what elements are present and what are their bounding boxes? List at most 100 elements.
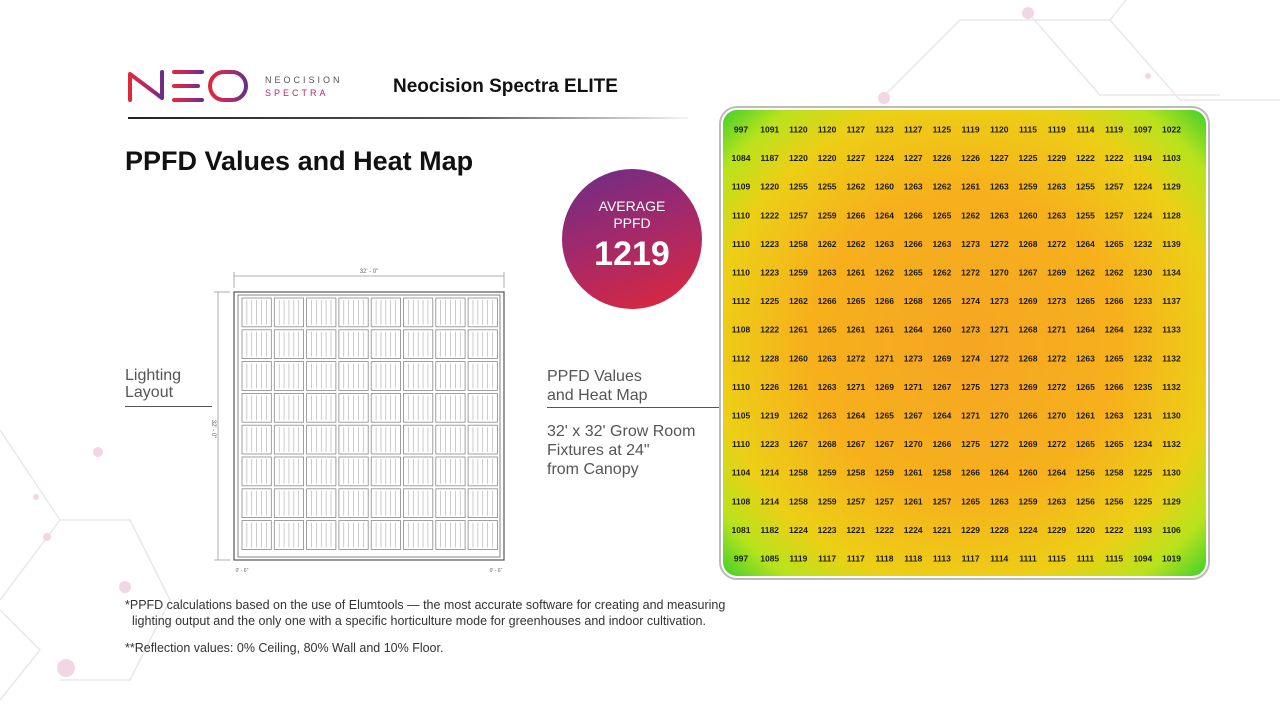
heatmap-cell-value: 1263 <box>1076 353 1095 363</box>
heatmap-cell-value: 1110 <box>732 268 750 278</box>
heatmap-caption-rule <box>547 407 720 408</box>
heatmap-cell-value: 1117 <box>962 554 980 564</box>
heatmap-cell-value: 1265 <box>846 296 865 306</box>
fixture <box>241 297 272 328</box>
heatmap-cell-value: 1221 <box>932 525 951 535</box>
fixture <box>370 392 401 423</box>
heatmap-cell-value: 1272 <box>1047 353 1066 363</box>
heatmap-cell-value: 1266 <box>818 296 837 306</box>
heatmap-caption: PPFD Values and Heat Map <box>547 367 648 405</box>
heatmap-cell-value: 1260 <box>1019 468 1038 478</box>
heatmap-cell-value: 1270 <box>904 439 923 449</box>
heatmap-cell-value: 1273 <box>990 382 1009 392</box>
heatmap-cell-value: 1182 <box>760 525 779 535</box>
heatmap-cell-value: 1259 <box>818 210 837 220</box>
heatmap-cell-value: 1262 <box>875 268 894 278</box>
heatmap-cell-value: 1110 <box>732 439 750 449</box>
heatmap-cell-value: 1110 <box>732 239 750 249</box>
average-label-line1: AVERAGE <box>598 198 666 214</box>
fixture <box>338 456 369 487</box>
fixture <box>403 392 434 423</box>
fixture <box>435 329 466 360</box>
fixture <box>467 488 498 519</box>
heatmap-cell-value: 1258 <box>846 468 865 478</box>
fixture <box>306 424 337 455</box>
heatmap-cell-value: 997 <box>734 554 748 564</box>
heatmap-cell-value: 1262 <box>961 210 980 220</box>
heatmap-cell-value: 1265 <box>932 210 951 220</box>
heatmap-cell-value: 1134 <box>1162 268 1181 278</box>
heatmap-cell-value: 1226 <box>932 153 951 163</box>
heatmap-cell-value: 1097 <box>1133 125 1152 135</box>
heatmap-cell-value: 1085 <box>760 554 779 564</box>
heatmap-cell-value: 1129 <box>1162 496 1181 506</box>
heatmap-cell-value: 1272 <box>1047 439 1066 449</box>
heatmap-cell-value: 1262 <box>846 182 865 192</box>
heatmap-cell-value: 1273 <box>904 353 923 363</box>
heatmap-cell-value: 1255 <box>1076 182 1095 192</box>
heatmap-cell-value: 1269 <box>932 353 951 363</box>
heatmap-cell-value: 1261 <box>1076 411 1095 421</box>
fixture <box>241 488 272 519</box>
heatmap-cell-value: 1118 <box>876 554 894 564</box>
heatmap-cell-value: 1263 <box>875 239 894 249</box>
heatmap-cell-value: 1104 <box>732 468 751 478</box>
heatmap-cell-value: 1110 <box>732 210 750 220</box>
heatmap-cell-value: 1224 <box>789 525 808 535</box>
heatmap-cell-value: 1221 <box>846 525 865 535</box>
heatmap-cell-value: 1265 <box>875 411 894 421</box>
fixture <box>370 456 401 487</box>
fixture <box>370 488 401 519</box>
heatmap-cell-value: 1227 <box>904 153 923 163</box>
heatmap-cell-value: 1264 <box>875 210 894 220</box>
heatmap-cell-value: 1260 <box>932 325 951 335</box>
heatmap-cell-value: 1258 <box>1105 468 1124 478</box>
heatmap-cell-value: 1272 <box>1047 239 1066 249</box>
heatmap-cell-value: 1263 <box>1047 496 1066 506</box>
heatmap-cell-value: 1224 <box>875 153 894 163</box>
heatmap-cell-value: 1225 <box>1019 153 1038 163</box>
heatmap-cell-value: 1106 <box>1162 525 1181 535</box>
heatmap-cell-value: 1264 <box>932 411 951 421</box>
fixture <box>467 392 498 423</box>
fixture <box>435 520 466 550</box>
heatmap-cell-value: 1264 <box>1076 239 1095 249</box>
heatmap-cell-value: 1267 <box>846 439 865 449</box>
heatmap-cell-value: 1266 <box>846 210 865 220</box>
heatmap-cell-value: 1259 <box>1019 182 1038 192</box>
heatmap-cell-value: 1114 <box>990 554 1008 564</box>
heatmap-cell-value: 1132 <box>1162 382 1181 392</box>
heatmap-cell-value: 1265 <box>961 496 980 506</box>
heatmap-cell-value: 1223 <box>818 525 837 535</box>
heatmap-cell-value: 1270 <box>990 268 1009 278</box>
heatmap-cell-value: 1259 <box>875 468 894 478</box>
fixture <box>370 297 401 328</box>
heatmap-cell-value: 1222 <box>760 210 779 220</box>
heatmap-cell-value: 1022 <box>1162 125 1181 135</box>
heatmap-cell-value: 1264 <box>1105 325 1124 335</box>
heatmap-cell-value: 1265 <box>1105 353 1124 363</box>
fixture <box>306 361 337 391</box>
heatmap-cell-value: 1264 <box>904 325 923 335</box>
heatmap-cell-value: 1265 <box>818 325 837 335</box>
fixture <box>403 329 434 360</box>
fixture <box>241 329 272 360</box>
fixture <box>435 424 466 455</box>
heatmap-cell-value: 1261 <box>789 382 808 392</box>
heatmap-cell-value: 1258 <box>789 468 808 478</box>
heatmap-cell-value: 1263 <box>818 353 837 363</box>
room-description: 32' x 32' Grow Room Fixtures at 24" from… <box>547 422 717 479</box>
heatmap-cell-value: 1224 <box>1133 182 1152 192</box>
heatmap-caption-line1: PPFD Values <box>547 368 642 385</box>
heatmap-cell-value: 1260 <box>1019 210 1038 220</box>
heatmap-cell-value: 1127 <box>847 125 866 135</box>
heatmap-cell-value: 1220 <box>760 182 779 192</box>
heatmap-cell-value: 1233 <box>1133 296 1152 306</box>
average-label-line2: PPFD <box>613 215 651 231</box>
heatmap-cell-value: 1262 <box>1105 268 1124 278</box>
fixture <box>338 329 369 360</box>
fixture <box>370 329 401 360</box>
heatmap-cell-value: 1264 <box>1047 468 1066 478</box>
heatmap-cell-value: 1194 <box>1134 153 1153 163</box>
heatmap-cell-value: 1259 <box>789 268 808 278</box>
